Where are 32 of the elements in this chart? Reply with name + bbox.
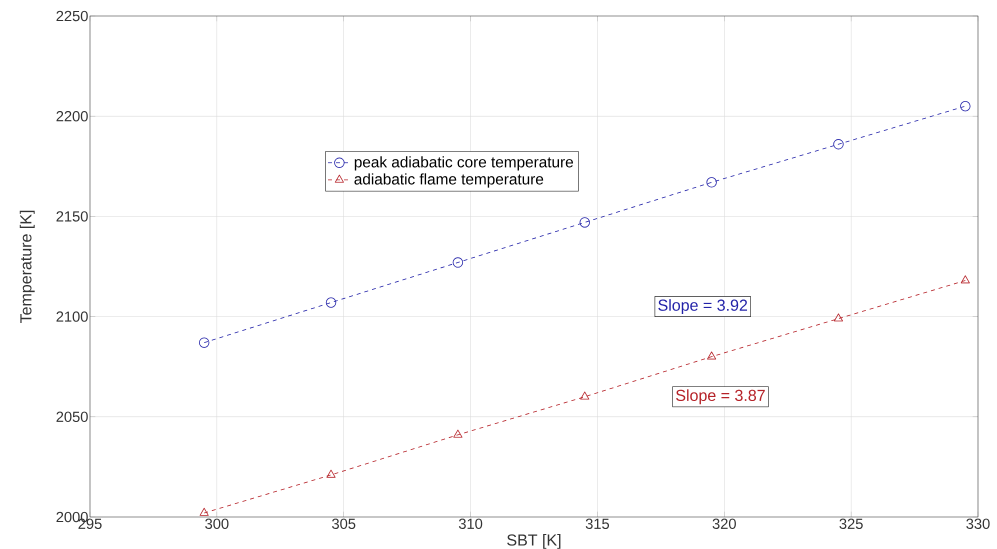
x-tick-label: 325 xyxy=(839,518,863,530)
point xyxy=(706,177,717,188)
y-tick-label: 2250 xyxy=(56,10,88,22)
legend-label: adiabatic flame temperature xyxy=(354,173,544,188)
point xyxy=(453,430,462,438)
point xyxy=(580,217,590,228)
annotation: Slope = 3.87 xyxy=(676,389,765,404)
point xyxy=(200,508,209,516)
x-axis-title: SBT [K] xyxy=(507,534,560,549)
legend-label: peak adiabatic core temperature xyxy=(354,156,573,171)
x-tick-label: 320 xyxy=(712,518,736,530)
point xyxy=(198,338,210,348)
x-tick-label: 310 xyxy=(458,518,482,530)
point xyxy=(833,139,844,150)
y-tick-label: 2100 xyxy=(56,312,88,322)
point xyxy=(707,352,716,360)
y-tick-label: 2200 xyxy=(56,111,88,122)
y-tick-label: 2050 xyxy=(56,412,88,422)
y-tick-label: 2150 xyxy=(56,211,88,222)
point xyxy=(580,392,590,400)
x-tick-label: 305 xyxy=(332,518,356,530)
point xyxy=(834,313,844,322)
point xyxy=(452,257,464,268)
point xyxy=(960,101,971,112)
y-axis-title: Temperature [K] xyxy=(20,210,35,324)
point xyxy=(960,275,970,284)
point xyxy=(326,470,336,478)
annotation: Slope = 3.92 xyxy=(658,299,748,314)
point xyxy=(326,297,336,308)
x-tick-label: 330 xyxy=(966,518,990,530)
x-tick-label: 315 xyxy=(586,518,610,530)
x-tick-label: 300 xyxy=(205,518,229,530)
